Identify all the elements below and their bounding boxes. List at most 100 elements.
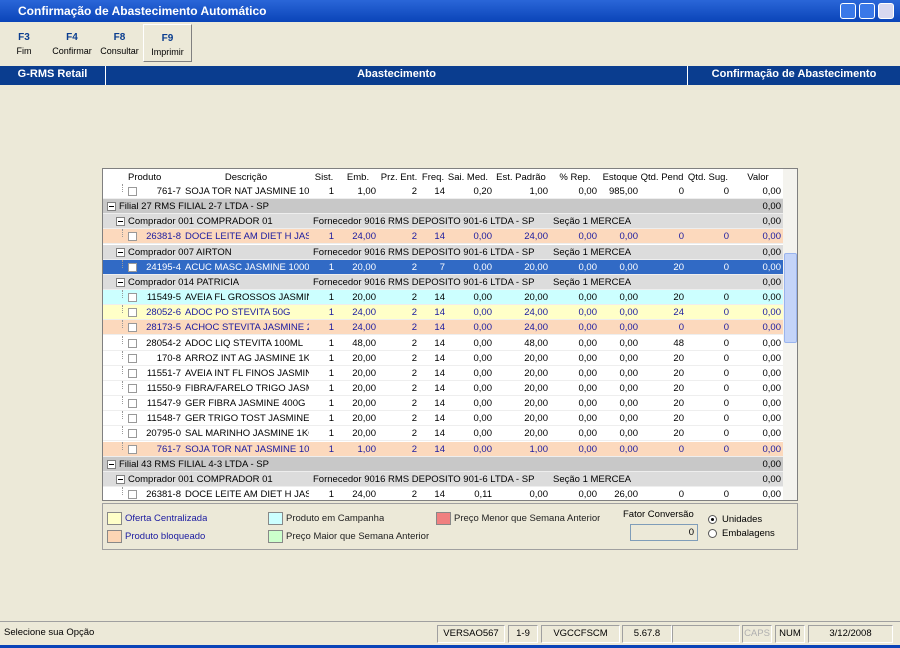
checkbox[interactable] [128, 414, 137, 424]
cell-9: 0,00 [619, 443, 639, 455]
group-row[interactable]: Filial 27 RMS FILIAL 2-7 LTDA - SP 0,00 [103, 199, 783, 215]
item-row[interactable]: 20795-0 SAL MARINHO JASMINE 1KG 1 20,00 2 14 0… [103, 426, 783, 442]
item-row[interactable]: 761-7 SOJA TOR NAT JASMINE 10(1 1,00 2 14 0,0… [103, 441, 783, 457]
cell-3: 20,00 [352, 428, 376, 440]
status-cell: VERSAO567 [437, 625, 505, 643]
tree-line [122, 184, 123, 192]
cell-11: 0 [723, 307, 729, 319]
cell-2: 1 [328, 261, 334, 273]
checkbox[interactable] [128, 353, 137, 363]
item-row[interactable]: 761-7 SOJA TOR NAT JASMINE 10(1 1,00 2 14 0,2… [103, 184, 783, 199]
cell-3: 1,00 [357, 443, 377, 455]
column-header: Produto [128, 172, 162, 183]
toolbar: F3 Fim F4 Confirmar F8 Consultar F9 Imprimir [0, 22, 900, 64]
cell-5: 14 [434, 352, 445, 364]
toolbar-button[interactable]: F4 Confirmar [48, 24, 96, 62]
minimize-button[interactable] [840, 3, 856, 19]
checkbox[interactable] [128, 444, 137, 454]
cell-3: 24,00 [352, 231, 376, 243]
cell-12: 0,00 [762, 352, 782, 364]
checkbox[interactable] [128, 262, 137, 272]
item-row[interactable]: 26381-8 DOCE LEITE AM DIET H JASM 1 24,00 2 1… [103, 229, 783, 245]
checkbox[interactable] [128, 429, 137, 439]
cell-8: 0,00 [578, 428, 598, 440]
expand-box[interactable] [116, 217, 125, 227]
cell-5: 14 [434, 413, 445, 425]
group-row[interactable]: Filial 43 RMS FILIAL 4-3 LTDA - SP 0,00 [103, 456, 783, 472]
status-cell: 1-9 [508, 625, 538, 643]
group-secao: Seção 1 MERCEARI/ [553, 276, 631, 288]
cell-5: 14 [434, 398, 445, 410]
expand-box[interactable] [116, 247, 125, 257]
checkbox[interactable] [128, 187, 137, 196]
item-row[interactable]: 11549-5 AVEIA FL GROSSOS JASMIN 1 20,00 2 14 0… [103, 290, 783, 306]
item-row[interactable]: 11547-9 GER FIBRA JASMINE 400G 1 20,00 2 14 0,… [103, 396, 783, 412]
maximize-button[interactable] [859, 3, 875, 19]
cell-8: 0,00 [578, 398, 598, 410]
item-row[interactable]: 26381-8 DOCE LEITE AM DIET H JASM 1 24,00 2 1… [103, 487, 783, 500]
item-row[interactable]: 24195-4 ACUC MASC JASMINE 1000(1 20,00 2 7 0,… [103, 259, 783, 275]
cell-10: 20 [673, 428, 684, 440]
group-label: Comprador 001 COMPRADOR 01 [128, 473, 273, 485]
checkbox[interactable] [128, 232, 137, 242]
legend-label: Oferta Centralizada [125, 513, 208, 524]
cell-descricao: DOCE LEITE AM DIET H JASM [185, 489, 309, 500]
cell-12: 0,00 [762, 382, 782, 394]
toolbar-button[interactable]: F3 Fim [0, 24, 48, 62]
cell-8: 0,00 [578, 322, 598, 334]
checkbox[interactable] [128, 338, 137, 348]
cell-9: 26,00 [614, 489, 638, 500]
cell-descricao: ARROZ INT AG JASMINE 1K( [185, 352, 309, 364]
scroll-thumb[interactable] [784, 253, 797, 343]
item-row[interactable]: 11551-7 AVEIA INT FL FINOS JASMIN 1 20,00 2 1… [103, 365, 783, 381]
cell-7: 1,00 [529, 186, 549, 197]
checkbox[interactable] [128, 490, 137, 499]
cell-7: 1,00 [529, 443, 549, 455]
checkbox[interactable] [128, 383, 137, 393]
checkbox[interactable] [128, 368, 137, 378]
cell-12: 0,00 [762, 337, 782, 349]
checkbox[interactable] [128, 323, 137, 333]
cell-descricao: GER FIBRA JASMINE 400G [185, 398, 306, 410]
group-label: Filial 27 RMS FILIAL 2-7 LTDA - SP [119, 201, 269, 213]
header-screen: Confirmação de Abastecimento [711, 68, 877, 80]
expand-box[interactable] [107, 459, 116, 469]
item-row[interactable]: 170-8 ARROZ INT AG JASMINE 1K(1 20,00 2 14 0,… [103, 350, 783, 366]
fator-input[interactable]: 0 [630, 524, 698, 541]
radio[interactable] [708, 529, 717, 538]
cell-descricao: FIBRA/FARELO TRIGO JASM [185, 382, 309, 394]
item-row[interactable]: 11548-7 GER TRIGO TOST JASMINE 5 1 20,00 2 14… [103, 411, 783, 427]
radio[interactable] [708, 515, 717, 524]
cell-8: 0,00 [578, 489, 598, 500]
cell-3: 20,00 [352, 367, 376, 379]
group-secao: Seção 1 MERCEARI/ [553, 246, 631, 258]
cell-7: 24,00 [524, 231, 548, 243]
tree-line [122, 305, 123, 314]
checkbox[interactable] [128, 293, 137, 303]
checkbox[interactable] [128, 399, 137, 409]
item-row[interactable]: 28173-5 ACHOC STEVITA JASMINE 2 1 24,00 2 14 0… [103, 320, 783, 336]
cell-3: 24,00 [352, 489, 376, 500]
toolbar-button[interactable]: F9 Imprimir [143, 24, 192, 62]
expand-box[interactable] [116, 474, 125, 484]
item-row[interactable]: 28052-6 ADOC PO STEVITA 50G 1 24,00 2 14 0,00 2… [103, 305, 783, 321]
cell-7: 20,00 [524, 261, 548, 273]
item-row[interactable]: 11550-9 FIBRA/FARELO TRIGO JASM 1 20,00 2 14 0… [103, 380, 783, 396]
cell-7: 20,00 [524, 352, 548, 364]
checkbox[interactable] [128, 308, 137, 318]
cell-4: 2 [411, 292, 417, 304]
cell-11: 0 [723, 352, 729, 364]
item-row[interactable]: 28054-2 ADOC LIQ STEVITA 100ML 1 48,00 2 14 0,… [103, 335, 783, 351]
cell-12: 0,00 [762, 413, 782, 425]
toolbar-button[interactable]: F8 Consultar [96, 24, 143, 62]
status-cell: Selecione sua Opção [4, 627, 95, 638]
cell-3: 24,00 [352, 322, 376, 334]
expand-box[interactable] [107, 202, 116, 212]
cell-11: 0 [723, 231, 729, 243]
cell-3: 48,00 [352, 337, 376, 349]
tree-line [122, 426, 123, 435]
cell-descricao: SAL MARINHO JASMINE 1KG [185, 428, 309, 440]
expand-box[interactable] [116, 277, 125, 287]
close-button[interactable] [878, 3, 894, 19]
group-secao: Seção 1 MERCEARI/ [553, 216, 631, 228]
